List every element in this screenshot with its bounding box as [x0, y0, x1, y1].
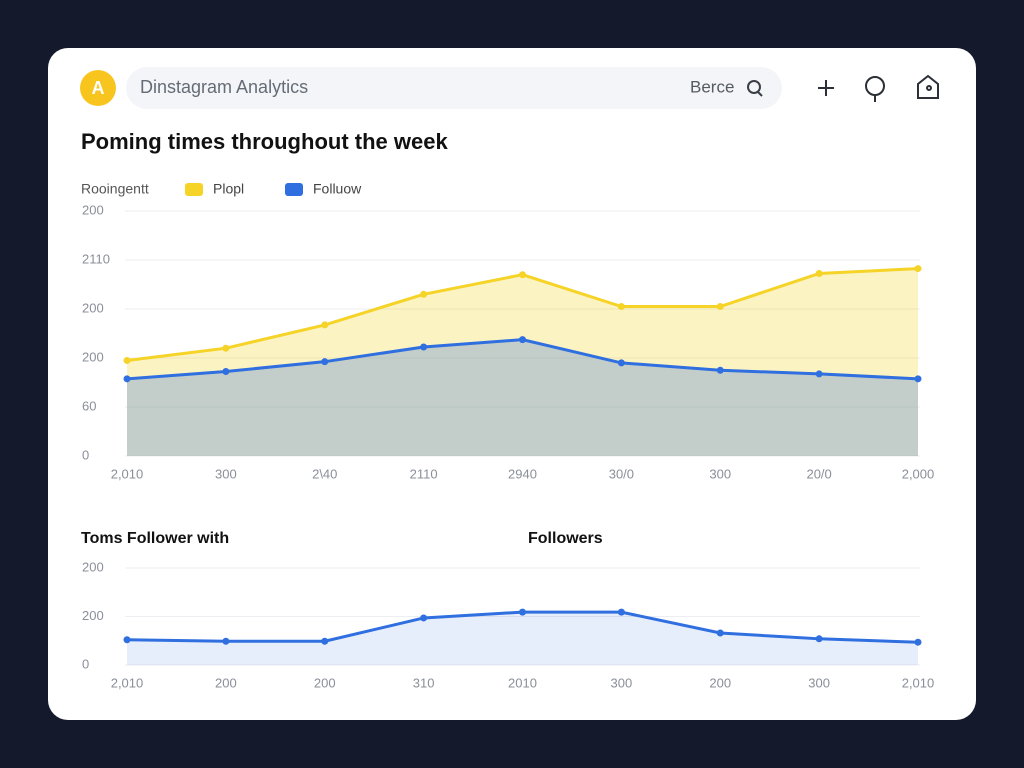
point	[420, 614, 428, 622]
x-tick-label: 2\40	[312, 466, 337, 481]
y-tick-label: 0	[82, 656, 89, 671]
chart-title: Poming times throughout the week	[81, 129, 448, 154]
x-tick-label: 20/0	[806, 466, 831, 481]
chart-title: Toms Follower with	[81, 530, 229, 547]
search-bar[interactable]	[126, 67, 782, 109]
x-tick-label: 2940	[508, 466, 537, 481]
x-tick-label: 300	[215, 466, 237, 481]
search-text: Dinstagram Analytics	[140, 77, 308, 97]
point	[815, 370, 823, 378]
point	[617, 303, 625, 311]
legend-swatch	[285, 183, 303, 196]
search-icon[interactable]	[747, 80, 763, 97]
y-tick-label: 60	[82, 398, 96, 413]
search-button[interactable]: Berce	[690, 77, 734, 96]
area	[127, 339, 918, 456]
point	[123, 636, 131, 644]
legend-swatch	[185, 183, 203, 196]
x-tick-label: 2,010	[111, 466, 144, 481]
y-tick-label: 200	[82, 559, 104, 574]
point	[815, 269, 823, 277]
x-tick-label: 30/0	[609, 466, 634, 481]
point	[222, 367, 230, 375]
point	[914, 375, 922, 383]
home-icon[interactable]	[917, 74, 939, 99]
x-tick-label: 2110	[410, 466, 438, 481]
chart-subtitle: Followers	[528, 530, 603, 547]
point	[123, 375, 131, 383]
point	[420, 343, 428, 351]
point	[321, 358, 329, 366]
point	[420, 290, 428, 298]
x-tick-label: 200	[314, 675, 336, 690]
x-tick-label: 2,010	[111, 675, 144, 690]
y-tick-label: 200	[82, 300, 104, 315]
point	[914, 265, 922, 273]
x-tick-label: 300	[808, 675, 830, 690]
area	[127, 268, 918, 456]
point	[815, 635, 823, 643]
y-tick-label: 200	[82, 608, 104, 623]
x-tick-label: 2,010	[902, 675, 935, 690]
x-tick-label: 200	[709, 675, 731, 690]
point	[716, 366, 724, 374]
x-tick-label: 300	[611, 675, 633, 690]
card	[48, 48, 976, 720]
x-tick-label: 310	[413, 675, 435, 690]
x-tick-label: 200	[215, 675, 237, 690]
x-tick-label: 2010	[508, 675, 537, 690]
y-tick-label: 200	[82, 202, 104, 217]
point	[321, 637, 329, 645]
legend-label: Plopl	[213, 181, 244, 197]
x-tick-label: 2,000	[902, 466, 935, 481]
point	[716, 303, 724, 311]
area	[127, 612, 918, 665]
point	[617, 608, 625, 616]
y-tick-label: 200	[82, 349, 104, 364]
point	[519, 608, 526, 616]
y-tick-label: 2110	[82, 251, 110, 266]
point	[123, 356, 131, 364]
logo-text: A	[92, 78, 105, 98]
point	[222, 344, 230, 352]
point	[519, 271, 526, 279]
y-tick-label: 0	[82, 447, 89, 462]
logo[interactable]	[80, 70, 116, 106]
point	[716, 629, 724, 637]
pin-icon[interactable]	[865, 76, 885, 102]
point	[222, 637, 230, 645]
add-icon[interactable]	[818, 80, 834, 96]
point	[617, 359, 625, 367]
x-tick-label: 300	[709, 466, 731, 481]
legend-label: Folluow	[313, 181, 362, 197]
point	[519, 336, 526, 344]
point	[914, 638, 922, 646]
point	[321, 321, 329, 329]
legend-title: Rooingentt	[81, 181, 149, 197]
